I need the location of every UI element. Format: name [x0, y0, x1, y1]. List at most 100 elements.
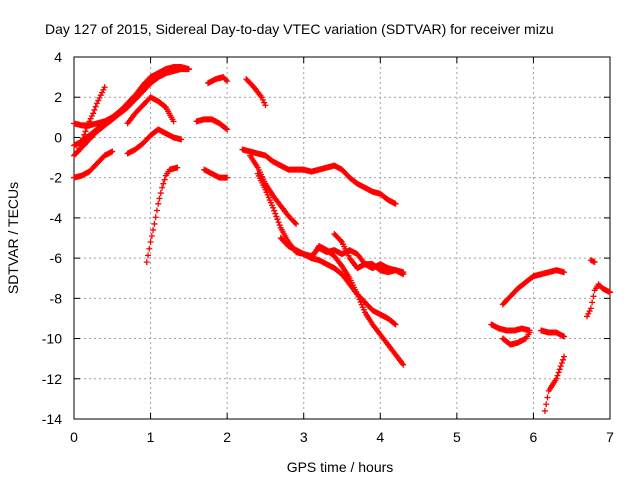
data-point	[392, 321, 399, 328]
data-point	[83, 125, 90, 132]
data-point	[145, 252, 152, 259]
data-point	[153, 207, 160, 214]
data-series-5	[74, 84, 108, 155]
data-point	[541, 407, 548, 414]
data-point	[392, 200, 399, 207]
data-series-14	[247, 152, 300, 227]
data-series-4	[71, 148, 116, 181]
y-tick-label: 4	[54, 49, 62, 65]
data-point	[162, 70, 169, 77]
data-point	[556, 366, 563, 373]
data-point	[544, 394, 551, 401]
data-point	[100, 86, 107, 93]
data-point	[585, 310, 592, 317]
data-point	[109, 148, 116, 155]
data-series-24	[584, 281, 613, 320]
data-series-12	[243, 76, 269, 109]
data-point	[77, 141, 84, 148]
data-point	[150, 226, 157, 233]
data-series-23	[538, 327, 568, 340]
data-point	[152, 214, 159, 221]
data-point	[91, 106, 98, 113]
x-tick-label: 6	[530, 429, 538, 445]
data-point	[559, 356, 566, 363]
data-point	[93, 100, 100, 107]
data-point	[273, 213, 280, 220]
y-tick-labels: 4 2 0 -2 -4 -6 -8 -10 -12 -14	[42, 49, 62, 427]
data-point	[146, 245, 153, 252]
data-point	[589, 299, 596, 306]
data-point	[275, 219, 282, 226]
data-point	[86, 118, 93, 125]
data-series-18	[331, 230, 407, 278]
data-point	[554, 372, 561, 379]
y-tick-label: -4	[50, 210, 63, 226]
data-point	[224, 174, 231, 181]
y-tick-label: -12	[42, 371, 62, 387]
y-tick-label: 0	[54, 129, 62, 145]
data-point	[185, 66, 192, 73]
data-point	[157, 190, 164, 197]
data-point	[79, 135, 86, 142]
data-point	[95, 97, 102, 104]
x-tick-label: 2	[223, 429, 231, 445]
data-point	[555, 369, 562, 376]
data-point	[161, 176, 168, 183]
data-point	[558, 359, 565, 366]
data-point	[90, 110, 97, 117]
data-point	[224, 126, 231, 133]
data-series-9	[193, 116, 231, 133]
chart-title: Day 127 of 2015, Sidereal Day-to-day VTE…	[45, 21, 554, 37]
data-series-13	[239, 146, 399, 207]
y-tick-label: -14	[42, 411, 62, 427]
data-series-17	[308, 243, 407, 368]
data-point	[147, 239, 154, 246]
y-tick-label: -6	[50, 250, 63, 266]
data-series-8	[143, 164, 181, 266]
data-point	[270, 204, 277, 211]
data-point	[159, 184, 166, 191]
data-point	[224, 78, 231, 85]
x-tick-label: 5	[453, 429, 461, 445]
data-point	[81, 131, 88, 138]
x-axis-label: GPS time / hours	[287, 459, 394, 475]
data-point	[561, 333, 568, 340]
data-point	[400, 271, 407, 278]
data-point	[584, 313, 591, 320]
data-series-20	[499, 329, 533, 348]
data-point	[96, 94, 103, 101]
x-tick-label: 3	[300, 429, 308, 445]
data-series-6	[124, 126, 185, 157]
data-point	[557, 363, 564, 370]
data-series-21	[499, 267, 568, 308]
data-point	[607, 289, 613, 296]
data-point	[258, 94, 265, 101]
y-axis-label: SDTVAR / TECUs	[5, 182, 21, 294]
data-point	[160, 180, 167, 187]
data-point	[587, 305, 594, 312]
data-series-10	[201, 166, 231, 181]
data-point	[174, 164, 181, 171]
x-tick-label: 7	[606, 429, 614, 445]
data-series-19	[488, 321, 533, 334]
data-point	[178, 136, 185, 143]
x-tick-label: 0	[70, 429, 78, 445]
data-point	[590, 258, 597, 265]
data-point	[148, 232, 155, 239]
data-series-7	[124, 94, 177, 127]
data-point	[156, 195, 163, 202]
data-point	[276, 222, 283, 229]
data-point	[561, 353, 568, 360]
data-point	[259, 96, 266, 103]
data-point	[400, 361, 407, 368]
data-point	[337, 237, 344, 244]
data-point	[87, 115, 94, 122]
data-point	[526, 329, 533, 336]
data-point	[271, 207, 278, 214]
grid-lines	[74, 57, 610, 419]
x-tick-labels: 0 1 2 3 4 5 6 7	[70, 429, 614, 445]
data-point	[543, 401, 550, 408]
data-point	[76, 145, 83, 152]
data-point	[74, 148, 81, 155]
